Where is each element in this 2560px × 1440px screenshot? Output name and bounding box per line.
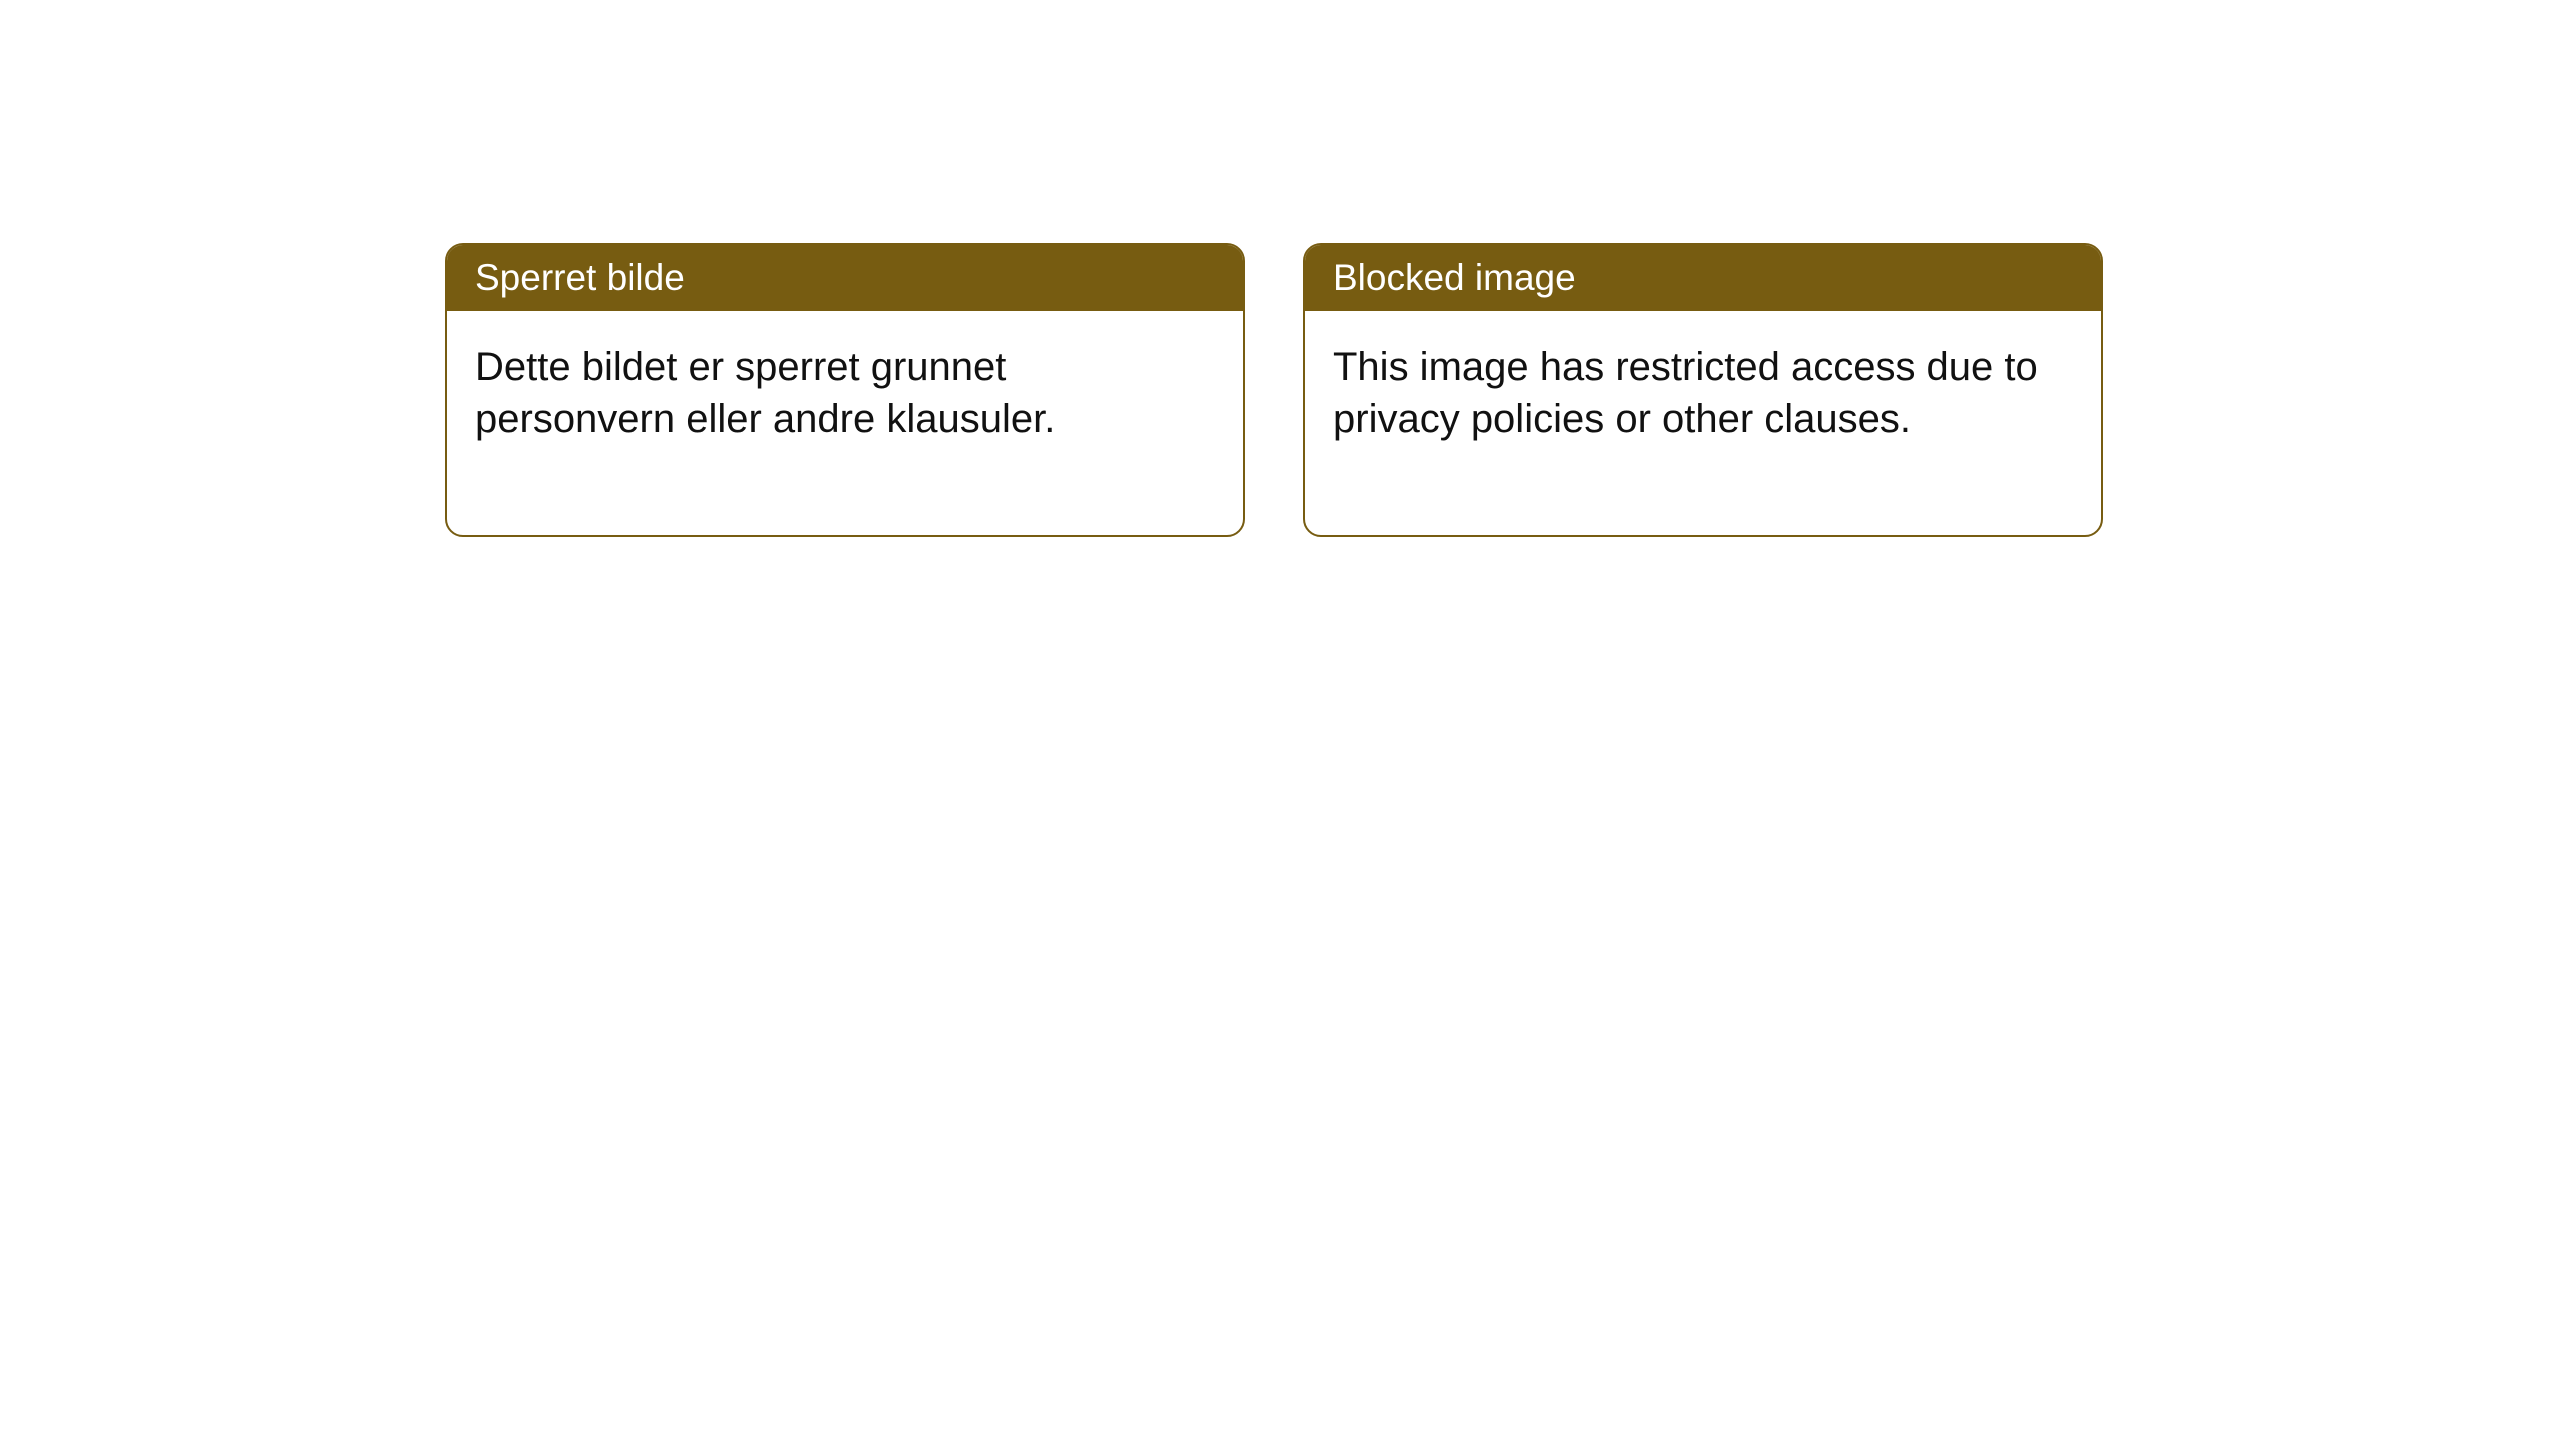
card-title: Blocked image <box>1333 257 1576 298</box>
card-body: This image has restricted access due to … <box>1305 311 2101 535</box>
card-header: Blocked image <box>1305 245 2101 311</box>
card-body: Dette bildet er sperret grunnet personve… <box>447 311 1243 535</box>
card-body-text: This image has restricted access due to … <box>1333 345 2038 441</box>
notice-card-norwegian: Sperret bilde Dette bildet er sperret gr… <box>445 243 1245 537</box>
card-title: Sperret bilde <box>475 257 685 298</box>
card-body-text: Dette bildet er sperret grunnet personve… <box>475 345 1055 441</box>
card-header: Sperret bilde <box>447 245 1243 311</box>
notice-cards-container: Sperret bilde Dette bildet er sperret gr… <box>445 243 2103 537</box>
notice-card-english: Blocked image This image has restricted … <box>1303 243 2103 537</box>
